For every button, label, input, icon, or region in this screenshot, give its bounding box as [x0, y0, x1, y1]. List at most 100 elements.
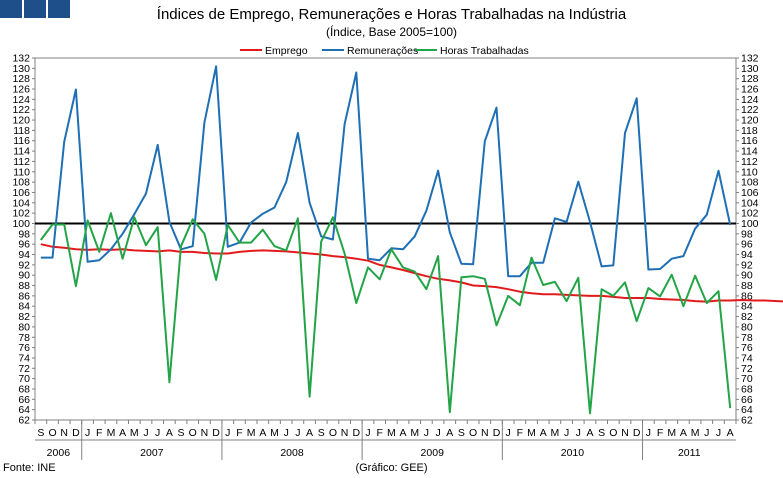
month-label: O: [48, 427, 56, 439]
y-tick-label-right: 110: [741, 166, 758, 178]
y-tick-label-left: 84: [18, 301, 30, 313]
y-tick-label-right: 94: [741, 249, 753, 261]
month-label: M: [387, 427, 396, 439]
month-label: A: [400, 427, 407, 439]
y-tick-label-right: 122: [741, 104, 759, 116]
y-tick-label-left: 82: [18, 311, 30, 323]
legend-label-1: Emprego: [265, 45, 308, 57]
month-label: O: [469, 427, 477, 439]
month-label: J: [85, 427, 90, 439]
y-tick-label-left: 126: [12, 84, 30, 96]
credit-note: (Gráfico: GEE): [355, 462, 428, 474]
y-tick-label-left: 114: [13, 146, 30, 158]
y-tick-label-right: 102: [741, 208, 759, 220]
month-label: S: [318, 427, 325, 439]
month-label: S: [37, 427, 44, 439]
month-label: S: [598, 427, 605, 439]
y-tick-label-right: 124: [741, 94, 759, 106]
month-label: J: [716, 427, 721, 439]
month-label: F: [517, 427, 523, 439]
year-label: 2007: [140, 447, 164, 459]
month-label: D: [493, 427, 501, 439]
month-label: O: [329, 427, 337, 439]
y-tick-label-right: 130: [741, 63, 759, 75]
month-label: J: [295, 427, 300, 439]
y-tick-label-left: 106: [12, 187, 30, 199]
y-tick-label-right: 96: [741, 239, 753, 251]
month-label: N: [201, 427, 209, 439]
month-label: M: [667, 427, 676, 439]
y-tick-label-left: 86: [18, 290, 30, 302]
month-label: M: [130, 427, 139, 439]
y-tick-label-left: 132: [12, 53, 30, 65]
month-label: J: [576, 427, 581, 439]
y-tick-label-right: 72: [741, 363, 753, 375]
month-label: A: [259, 427, 266, 439]
y-tick-label-left: 122: [12, 104, 30, 116]
y-tick-label-left: 68: [18, 383, 30, 395]
month-label: M: [107, 427, 116, 439]
month-label: M: [551, 427, 560, 439]
month-label: J: [284, 427, 289, 439]
month-label: M: [691, 427, 700, 439]
month-label: A: [306, 427, 313, 439]
y-tick-label-right: 76: [741, 342, 753, 354]
y-tick-label-left: 62: [18, 415, 30, 427]
month-label: O: [609, 427, 617, 439]
y-tick-label-right: 92: [741, 259, 753, 271]
y-tick-label-left: 110: [13, 166, 30, 178]
month-label: O: [189, 427, 197, 439]
year-label: 2011: [678, 447, 701, 459]
month-label: D: [212, 427, 220, 439]
y-tick-label-left: 70: [18, 373, 30, 385]
y-tick-label-right: 80: [741, 321, 753, 333]
year-label: 2009: [421, 447, 445, 459]
y-tick-label-left: 88: [18, 280, 30, 292]
month-label: A: [586, 427, 593, 439]
y-tick-label-right: 66: [741, 394, 753, 406]
y-tick-label-right: 128: [741, 73, 759, 85]
month-label: S: [458, 427, 465, 439]
y-tick-label-right: 78: [741, 332, 753, 344]
series-line-3: [40, 212, 732, 415]
month-label: N: [621, 427, 629, 439]
y-tick-label-left: 112: [13, 156, 30, 168]
y-tick-label-right: 86: [741, 290, 753, 302]
y-tick-label-left: 72: [18, 363, 30, 375]
y-tick-label-left: 80: [18, 321, 30, 333]
y-tick-label-right: 64: [741, 404, 753, 416]
y-tick-label-right: 106: [741, 187, 759, 199]
y-tick-label-left: 102: [12, 208, 30, 220]
y-tick-label-right: 100: [741, 218, 759, 230]
year-label: 2006: [47, 447, 71, 459]
y-tick-label-right: 120: [741, 115, 759, 127]
month-label: J: [564, 427, 569, 439]
y-tick-label-left: 76: [18, 342, 30, 354]
y-tick-label-right: 62: [741, 415, 753, 427]
y-tick-label-right: 104: [741, 197, 759, 209]
y-tick-label-left: 98: [18, 228, 30, 240]
y-tick-label-left: 64: [18, 404, 30, 416]
chart-title: Índices de Emprego, Remunerações e Horas…: [156, 6, 627, 23]
month-label: J: [704, 427, 709, 439]
y-tick-label-left: 124: [12, 94, 30, 106]
month-label: A: [446, 427, 453, 439]
y-tick-label-left: 74: [18, 352, 30, 364]
y-tick-label-right: 118: [741, 125, 758, 137]
month-label: F: [376, 427, 382, 439]
month-label: J: [506, 427, 511, 439]
y-tick-label-right: 88: [741, 280, 753, 292]
month-label: A: [119, 427, 126, 439]
y-tick-label-right: 70: [741, 373, 753, 385]
logo-block-3: [48, 0, 70, 18]
month-label: J: [365, 427, 370, 439]
month-label: A: [727, 427, 734, 439]
y-tick-label-left: 108: [12, 177, 30, 189]
y-tick-label-right: 82: [741, 311, 753, 323]
y-tick-label-left: 90: [18, 270, 30, 282]
month-label: J: [155, 427, 160, 439]
y-tick-label-left: 104: [12, 197, 30, 209]
y-tick-label-left: 94: [18, 249, 30, 261]
logo-block-2: [24, 0, 46, 18]
